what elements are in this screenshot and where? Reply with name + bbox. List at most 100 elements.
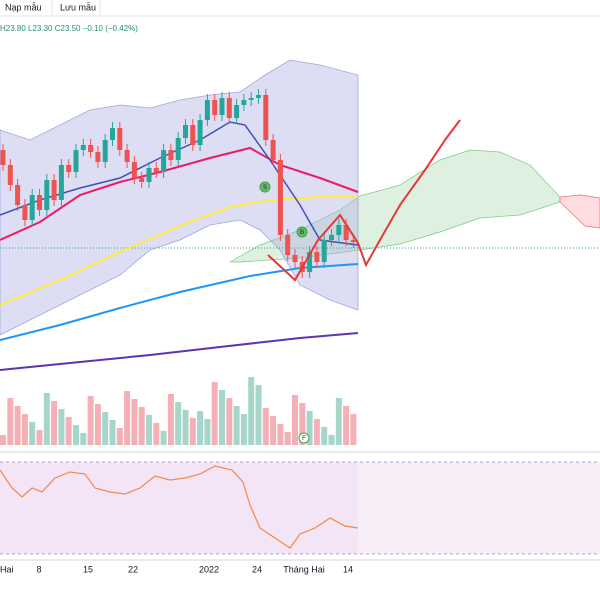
candle-body	[292, 255, 298, 262]
x-label: 14	[343, 564, 353, 574]
candle-body	[270, 140, 276, 160]
volume-bar	[102, 412, 109, 445]
volume-bar	[116, 428, 123, 445]
toolbar	[0, 0, 600, 16]
candle-body	[248, 98, 254, 100]
candle-body	[256, 95, 261, 98]
ma-fast	[0, 121, 359, 246]
candle-body	[95, 152, 101, 162]
volume-bar	[65, 417, 72, 445]
cloud-green	[228, 149, 561, 263]
chart-area: S B F	[0, 59, 600, 445]
volume-bar	[248, 377, 255, 445]
candle-body	[175, 138, 181, 160]
volume-bar	[292, 395, 298, 445]
volume-bar	[204, 419, 211, 445]
candle-body	[350, 240, 356, 242]
toolbar-button[interactable]: Nạp mẫu	[5, 2, 42, 12]
volume-bar	[240, 414, 247, 445]
candle-body	[204, 100, 210, 120]
x-label: 15	[83, 564, 93, 574]
volume-bar	[255, 385, 262, 445]
candle-body	[343, 225, 349, 240]
volume-bar	[233, 406, 240, 445]
volume-bar	[306, 411, 313, 445]
volume-bar	[313, 419, 320, 445]
volume-bar	[124, 391, 131, 445]
volume-bar	[94, 404, 101, 445]
candle-body	[124, 150, 130, 162]
candle-body	[88, 145, 94, 152]
candle-body	[336, 225, 342, 235]
volume-bar	[7, 398, 14, 445]
volume-bar	[21, 414, 28, 445]
x-label: 24	[252, 564, 262, 574]
candle-body	[80, 145, 86, 150]
x-label: Tháng Hai	[283, 564, 325, 574]
zigzag	[267, 119, 461, 282]
volume-bar	[335, 398, 342, 445]
candle-body	[168, 150, 174, 160]
toolbar-button[interactable]: Lưu mẫu	[60, 2, 96, 12]
candle-body	[44, 180, 50, 210]
volume-bar	[226, 398, 233, 445]
volume-bar	[138, 407, 145, 445]
candle-body	[234, 105, 240, 118]
volume-bar	[36, 430, 43, 445]
ma-yellow	[0, 196, 358, 306]
cloud-red	[559, 194, 600, 229]
ohlc-legend: H23.80 L23.30 C23.50 −0.10 (−0.42%)	[0, 24, 138, 33]
candle-body	[102, 140, 108, 162]
signal-marker	[259, 181, 271, 193]
candle-body	[139, 178, 145, 182]
candle-body	[51, 180, 57, 200]
signal-label: B	[300, 230, 304, 236]
signal-label: F	[302, 436, 306, 442]
candle-body	[153, 168, 159, 172]
volume-bar	[167, 394, 174, 445]
volume-bar	[51, 401, 58, 445]
volume-bar	[14, 406, 21, 445]
candle-body	[37, 195, 42, 210]
volume-bar	[262, 408, 269, 445]
candle-body	[22, 205, 28, 220]
candle-body	[307, 252, 313, 272]
candle-body	[190, 125, 196, 145]
volume-bar	[80, 433, 87, 445]
volume-bar	[350, 414, 357, 445]
candle-body	[241, 100, 247, 105]
candle-body	[285, 235, 291, 255]
rsi-band	[358, 462, 600, 554]
candle-body	[277, 160, 283, 235]
candle-body	[29, 195, 35, 220]
volume-bar	[87, 396, 94, 445]
candle-body	[226, 98, 232, 118]
volume-bar	[284, 432, 291, 445]
volume-bar	[321, 427, 328, 445]
candle-body	[15, 185, 21, 205]
candle-body	[212, 100, 218, 115]
rsi-line	[0, 465, 359, 549]
volume-bar	[43, 393, 50, 445]
volume-bar	[219, 390, 225, 445]
candle-body	[66, 165, 72, 172]
rsi-band	[0, 462, 358, 554]
volume-bar	[211, 382, 218, 445]
candle-body	[263, 95, 269, 140]
candle-body	[110, 128, 115, 140]
candle-body	[161, 150, 167, 172]
candle-body	[73, 150, 79, 172]
volume-bar	[343, 406, 350, 445]
volume-bar	[0, 435, 6, 445]
volume-bar	[160, 431, 167, 445]
signal-label: S	[263, 185, 267, 191]
signal-marker	[296, 226, 308, 238]
candle-body	[131, 162, 137, 178]
x-label: 8	[36, 564, 41, 574]
volume-bar	[131, 399, 138, 445]
candle-body	[117, 128, 123, 150]
ma-red	[0, 146, 359, 241]
candle-body	[219, 98, 225, 115]
volume-bar	[328, 435, 335, 445]
